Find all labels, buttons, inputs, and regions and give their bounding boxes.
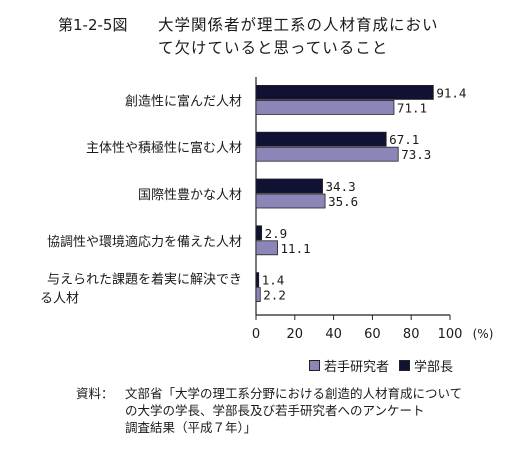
- data-label-young-researcher: 2.2: [263, 288, 286, 303]
- bar-dean: [255, 131, 387, 147]
- bar-young-researcher: [255, 100, 395, 115]
- data-label-young-researcher: 73.3: [401, 147, 431, 162]
- figure-label: 第1-2-5図: [58, 16, 128, 34]
- source-label: 資料：: [76, 386, 114, 401]
- legend-item-dean: 学部長: [399, 356, 453, 375]
- category-label: る人材: [40, 292, 79, 307]
- bar-dean: [255, 85, 434, 100]
- source-line-2: の大学の学長、学部長及び若手研究者へのアンケート: [125, 403, 425, 418]
- bar-young-researcher: [255, 287, 261, 303]
- data-label-young-researcher: 35.6: [328, 194, 358, 209]
- data-label-young-researcher: 11.1: [281, 241, 311, 256]
- legend-swatch-young-researcher: [309, 360, 320, 371]
- x-tick-label: 40: [325, 327, 342, 342]
- legend-item-young-researcher: 若手研究者: [309, 356, 389, 375]
- data-label-dean: 34.3: [326, 179, 356, 194]
- x-axis-unit: (%): [473, 327, 494, 341]
- data-label-dean: 1.4: [262, 273, 285, 288]
- data-label-young-researcher: 71.1: [397, 100, 427, 115]
- bar-dean: [255, 272, 260, 288]
- legend-swatch-dean: [399, 360, 411, 371]
- source-line-1: 文部省「大学の理工系分野における創造的人材育成について: [125, 386, 463, 401]
- legend-label-young-researcher: 若手研究者: [324, 360, 390, 375]
- category-label: 創造性に富んだ人材: [125, 93, 242, 109]
- data-label-dean: 91.4: [436, 85, 466, 100]
- x-tick-label: 80: [403, 327, 420, 342]
- source-line-3: 調査結果（平成７年）」: [125, 420, 257, 435]
- bar-dean: [255, 178, 323, 194]
- bar-young-researcher: [255, 240, 278, 256]
- chart-title-line-1: 大学関係者が理工系の人材育成におい: [158, 16, 439, 34]
- category-label: 与えられた課題を着実に解決でき: [47, 272, 242, 288]
- legend: 若手研究者 学部長: [309, 356, 463, 375]
- bar-dean: [255, 225, 263, 241]
- category-label: 主体性や積極性に富む人材: [86, 140, 242, 156]
- data-label-dean: 2.9: [265, 226, 288, 241]
- category-label: 協調性や環境適応力を備えた人材: [47, 234, 242, 250]
- x-tick-label: 100: [438, 327, 463, 342]
- bar-young-researcher: [255, 193, 326, 209]
- x-tick-label: 20: [287, 327, 304, 342]
- chart-title-line-2: て欠けていると思っていること: [158, 39, 389, 57]
- legend-label-dean: 学部長: [414, 360, 454, 375]
- category-label: 国際性豊かな人材: [138, 188, 242, 203]
- x-tick-label: 60: [364, 327, 381, 342]
- data-label-dean: 67.1: [389, 132, 419, 147]
- bar-young-researcher: [255, 146, 399, 162]
- x-tick-label: 0: [252, 327, 260, 342]
